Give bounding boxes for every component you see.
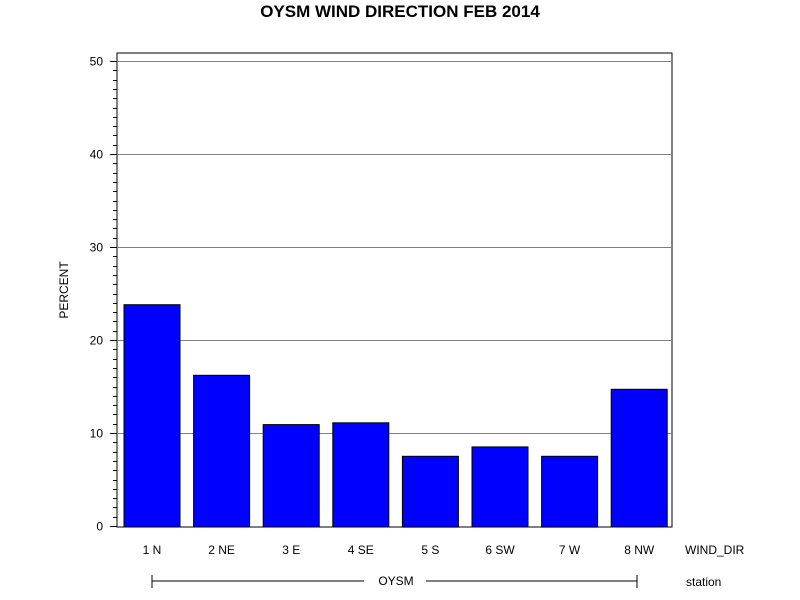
x-tick-label: 7 W xyxy=(559,543,581,557)
bar xyxy=(123,304,181,528)
x-tick-label: 4 SE xyxy=(348,543,374,557)
bar xyxy=(401,455,459,528)
y-tick-label: 30 xyxy=(90,241,104,255)
bar xyxy=(262,424,320,528)
x-tick-label: 5 S xyxy=(421,543,439,557)
chart-title: OYSM WIND DIRECTION FEB 2014 xyxy=(260,2,540,21)
y-axis-label: PERCENT xyxy=(57,261,71,319)
y-tick-label: 0 xyxy=(96,520,103,534)
grid-layer xyxy=(117,61,672,434)
bar xyxy=(193,374,251,528)
y-tick-label: 40 xyxy=(90,148,104,162)
bar xyxy=(332,422,390,528)
x-tick-label-layer: 1 N 2 NE 3 E 4 SE 5 S 6 SW 7 W 8 NW xyxy=(143,543,655,557)
y-tick-label: 20 xyxy=(90,334,104,348)
group-label: OYSM xyxy=(378,574,413,588)
plot-frame xyxy=(116,52,673,528)
x-axis-label: WIND_DIR xyxy=(685,543,745,557)
y-tick-label-layer: 0 10 20 30 40 50 xyxy=(90,55,104,534)
bar xyxy=(610,388,668,528)
x-tick-label: 3 E xyxy=(282,543,300,557)
x-tick-label: 8 NW xyxy=(624,543,655,557)
bar xyxy=(541,455,599,528)
bar-layer xyxy=(123,304,668,528)
y-tick-label: 50 xyxy=(90,55,104,69)
x-tick-label: 2 NE xyxy=(208,543,235,557)
x-tick-label: 6 SW xyxy=(485,543,515,557)
group-axis-label: station xyxy=(686,575,721,589)
bar xyxy=(471,446,529,528)
y-tick-label: 10 xyxy=(90,427,104,441)
minor-tick-layer xyxy=(110,61,117,527)
x-tick-label: 1 N xyxy=(143,543,162,557)
